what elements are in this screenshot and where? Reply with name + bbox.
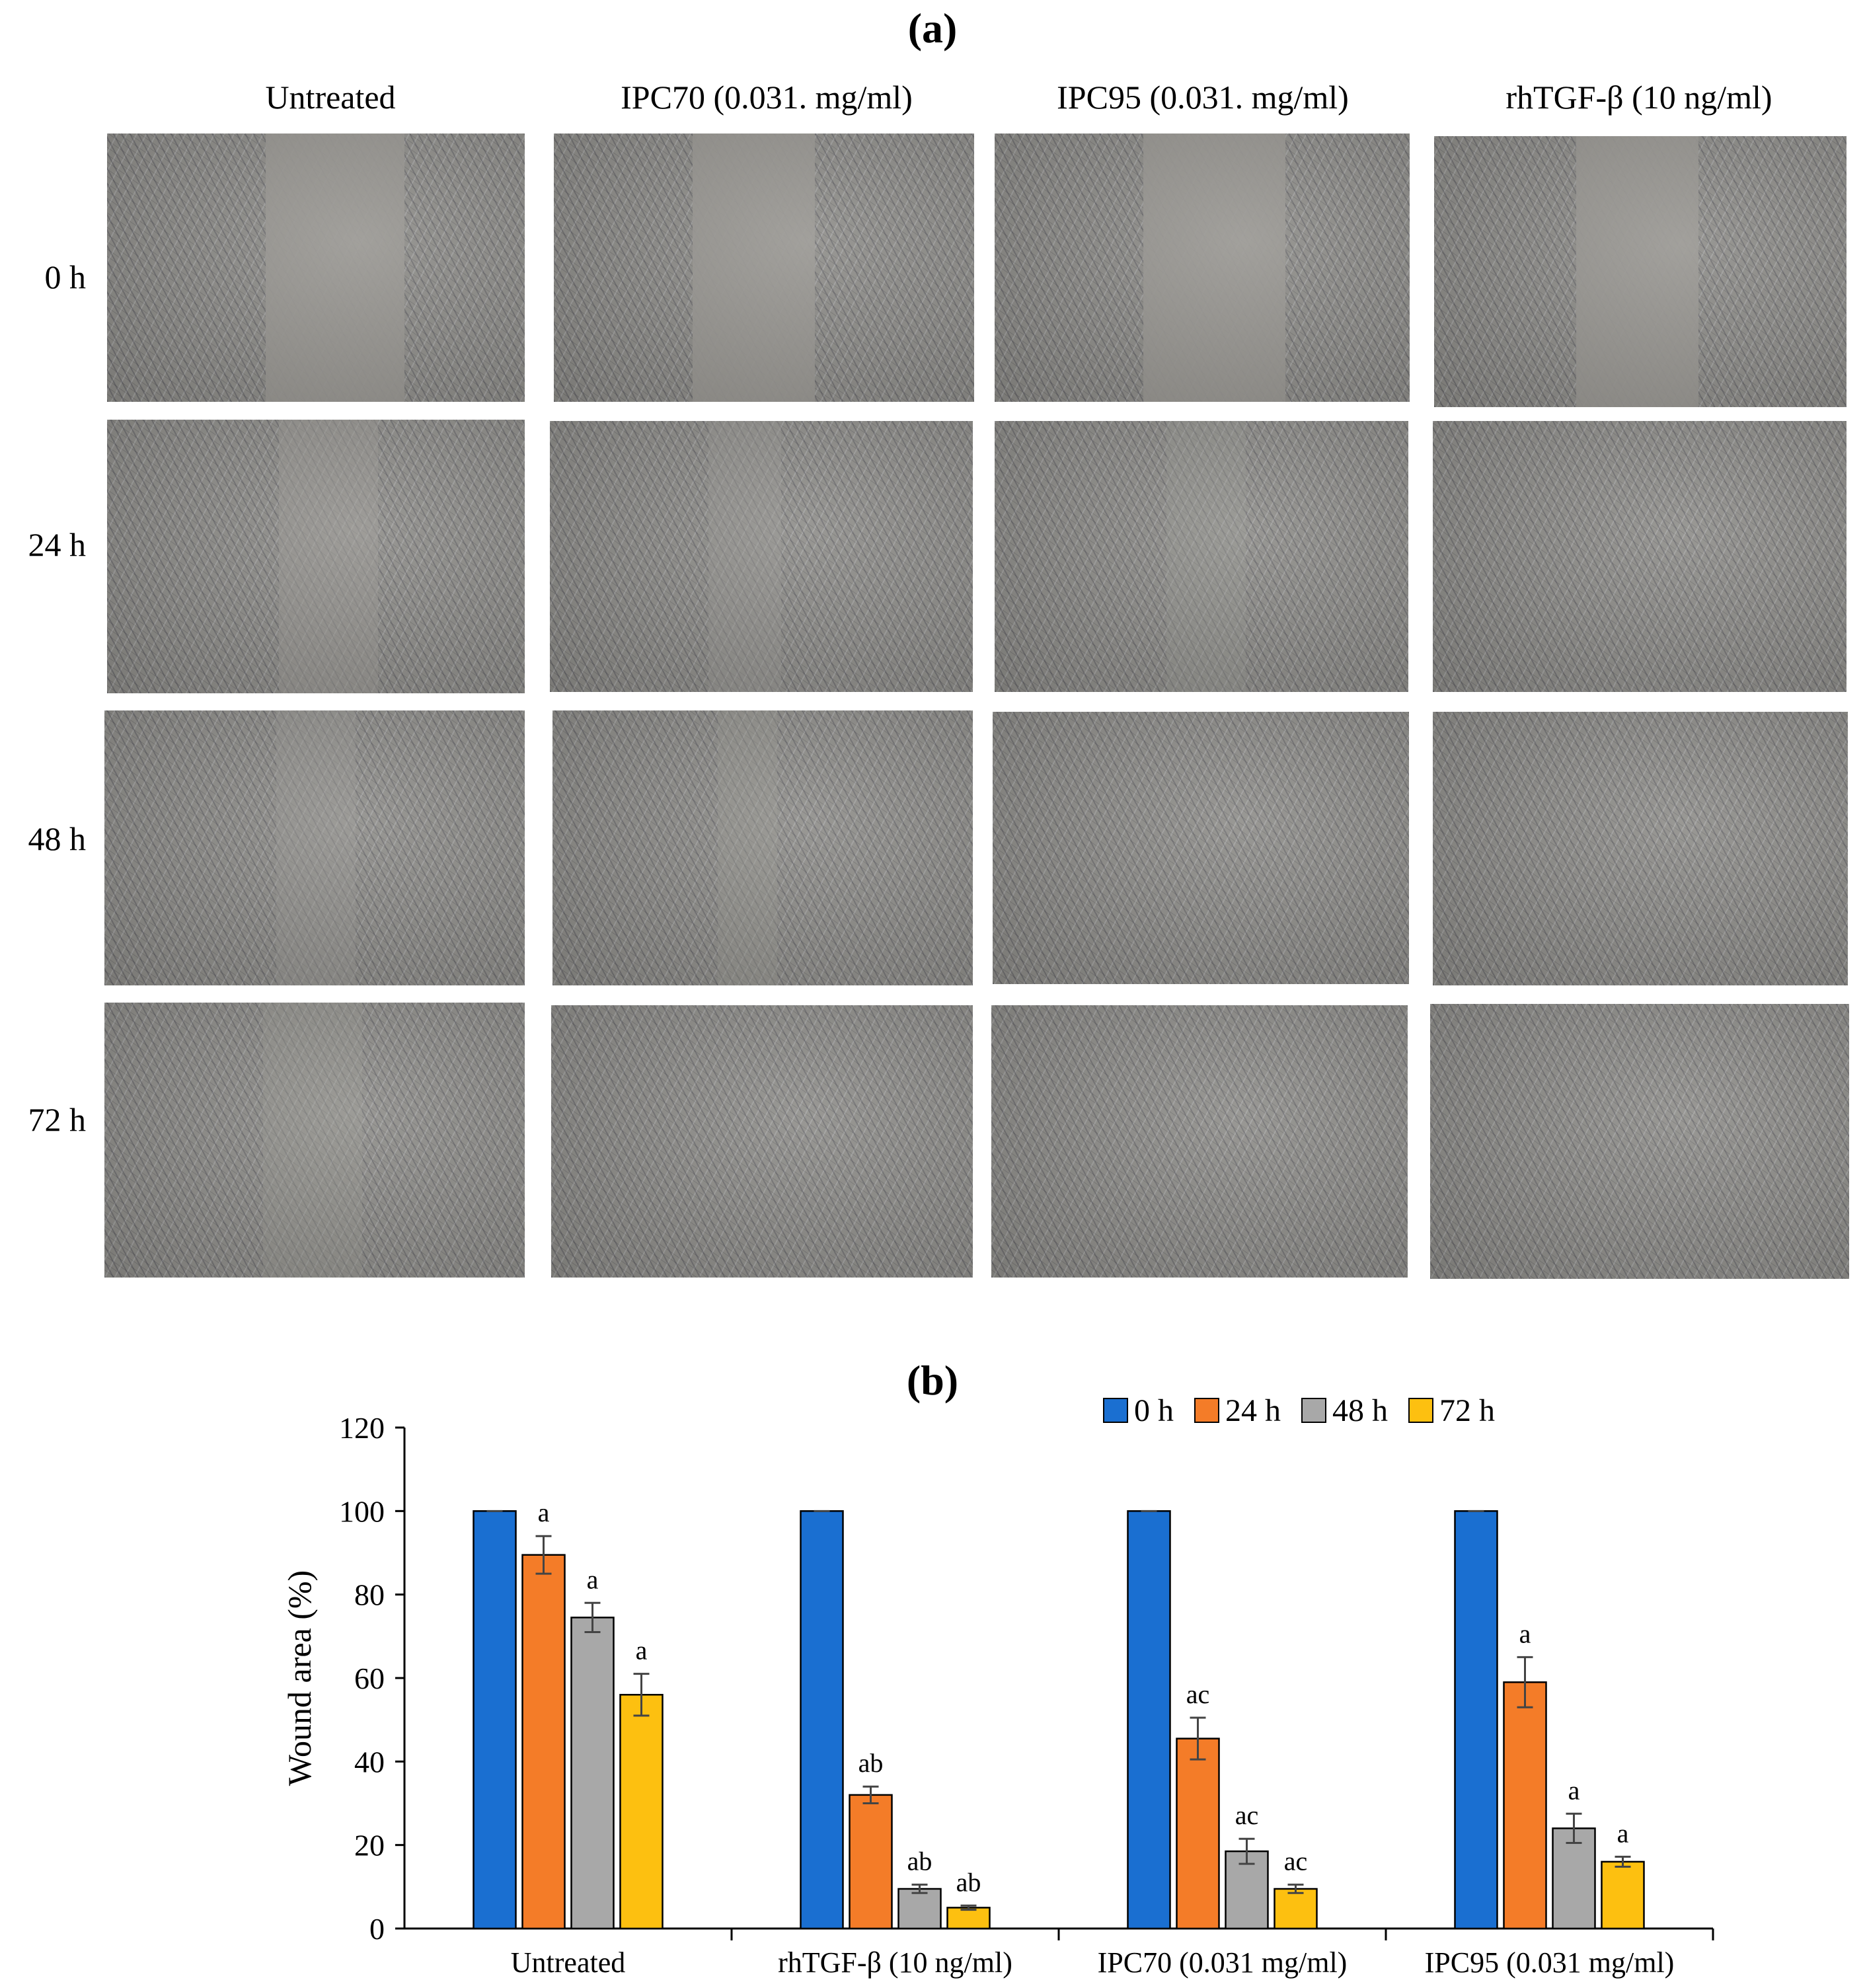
bar [473,1510,517,1930]
x-tick-label: Untreated [511,1946,625,1979]
significance-label: ac [1186,1679,1210,1709]
micrograph-rhtgf-0h [1434,136,1846,407]
column-title-rhtgf: rhTGF-β (10 ng/ml) [1505,79,1772,116]
micrograph-ipc95-24h [995,421,1408,692]
bar [800,1510,844,1930]
y-tick-label: 40 [354,1745,385,1778]
column-title-untreated: Untreated [265,79,396,116]
significance-label: a [1568,1775,1580,1805]
micrograph-untreated-24h [107,420,525,693]
x-tick-label: IPC70 (0.031 mg/ml) [1098,1946,1348,1979]
panel-a-label: (a) [907,5,958,52]
micrograph-ipc70-72h [551,1005,973,1278]
bar [849,1794,893,1930]
bar [619,1694,664,1930]
bar [521,1554,566,1930]
significance-label: ab [907,1847,933,1876]
significance-label: a [1519,1619,1531,1648]
micrograph-rhtgf-72h [1430,1004,1849,1279]
bar [1127,1510,1171,1930]
micrograph-ipc70-24h [550,421,973,692]
micrograph-untreated-72h [104,1003,525,1278]
y-tick-label: 20 [354,1829,385,1862]
bar [1552,1827,1596,1930]
bar [946,1907,991,1930]
y-tick-label: 60 [354,1662,385,1695]
bar [1274,1888,1318,1930]
micrograph-ipc95-48h [993,712,1409,984]
significance-label: ac [1235,1800,1259,1830]
micrograph-rhtgf-48h [1433,712,1848,985]
legend-swatch [1408,1398,1433,1423]
significance-label: a [538,1498,550,1527]
significance-label: ab [956,1867,981,1897]
column-title-ipc70: IPC70 (0.031. mg/ml) [621,79,913,116]
y-tick-label: 120 [339,1411,385,1445]
micrograph-ipc95-72h [991,1005,1408,1278]
significance-label: a [1617,1818,1629,1848]
row-label-72h: 72 h [28,1101,87,1138]
y-tick-label: 100 [339,1494,385,1528]
significance-label: ab [858,1748,884,1778]
micrograph-rhtgf-24h [1433,421,1846,692]
significance-label: ac [1284,1847,1308,1876]
bar [1601,1860,1645,1930]
bar [1454,1510,1498,1930]
bar [1503,1681,1547,1930]
legend-swatch [1301,1398,1326,1423]
legend-label: 48 h [1332,1393,1388,1428]
y-tick-label: 80 [354,1578,385,1612]
legend-swatch [1103,1398,1128,1423]
x-tick-label: rhTGF-β (10 ng/ml) [778,1946,1012,1979]
panel-b-label: (b) [906,1357,959,1404]
bar [570,1617,615,1930]
column-title-ipc95: IPC95 (0.031. mg/ml) [1057,79,1349,116]
x-tick-label: IPC95 (0.031 mg/ml) [1425,1946,1675,1979]
y-tick-label: 0 [369,1912,385,1946]
micrograph-untreated-0h [107,134,525,402]
y-axis-label: Wound area (%) [281,1570,318,1786]
legend-label: 0 h [1134,1393,1174,1428]
row-label-48h: 48 h [28,820,87,857]
legend-label: 24 h [1225,1393,1281,1428]
bar [897,1888,942,1930]
micrograph-ipc70-0h [554,134,974,402]
legend-label: 72 h [1439,1393,1495,1428]
micrograph-ipc70-48h [552,710,973,985]
micrograph-untreated-48h [104,710,525,985]
row-label-24h: 24 h [28,526,87,563]
legend-swatch [1194,1398,1219,1423]
significance-label: a [636,1636,648,1665]
micrograph-ipc95-0h [995,134,1410,402]
bar [1176,1738,1220,1930]
significance-label: a [587,1564,599,1594]
row-label-0h: 0 h [44,258,87,295]
